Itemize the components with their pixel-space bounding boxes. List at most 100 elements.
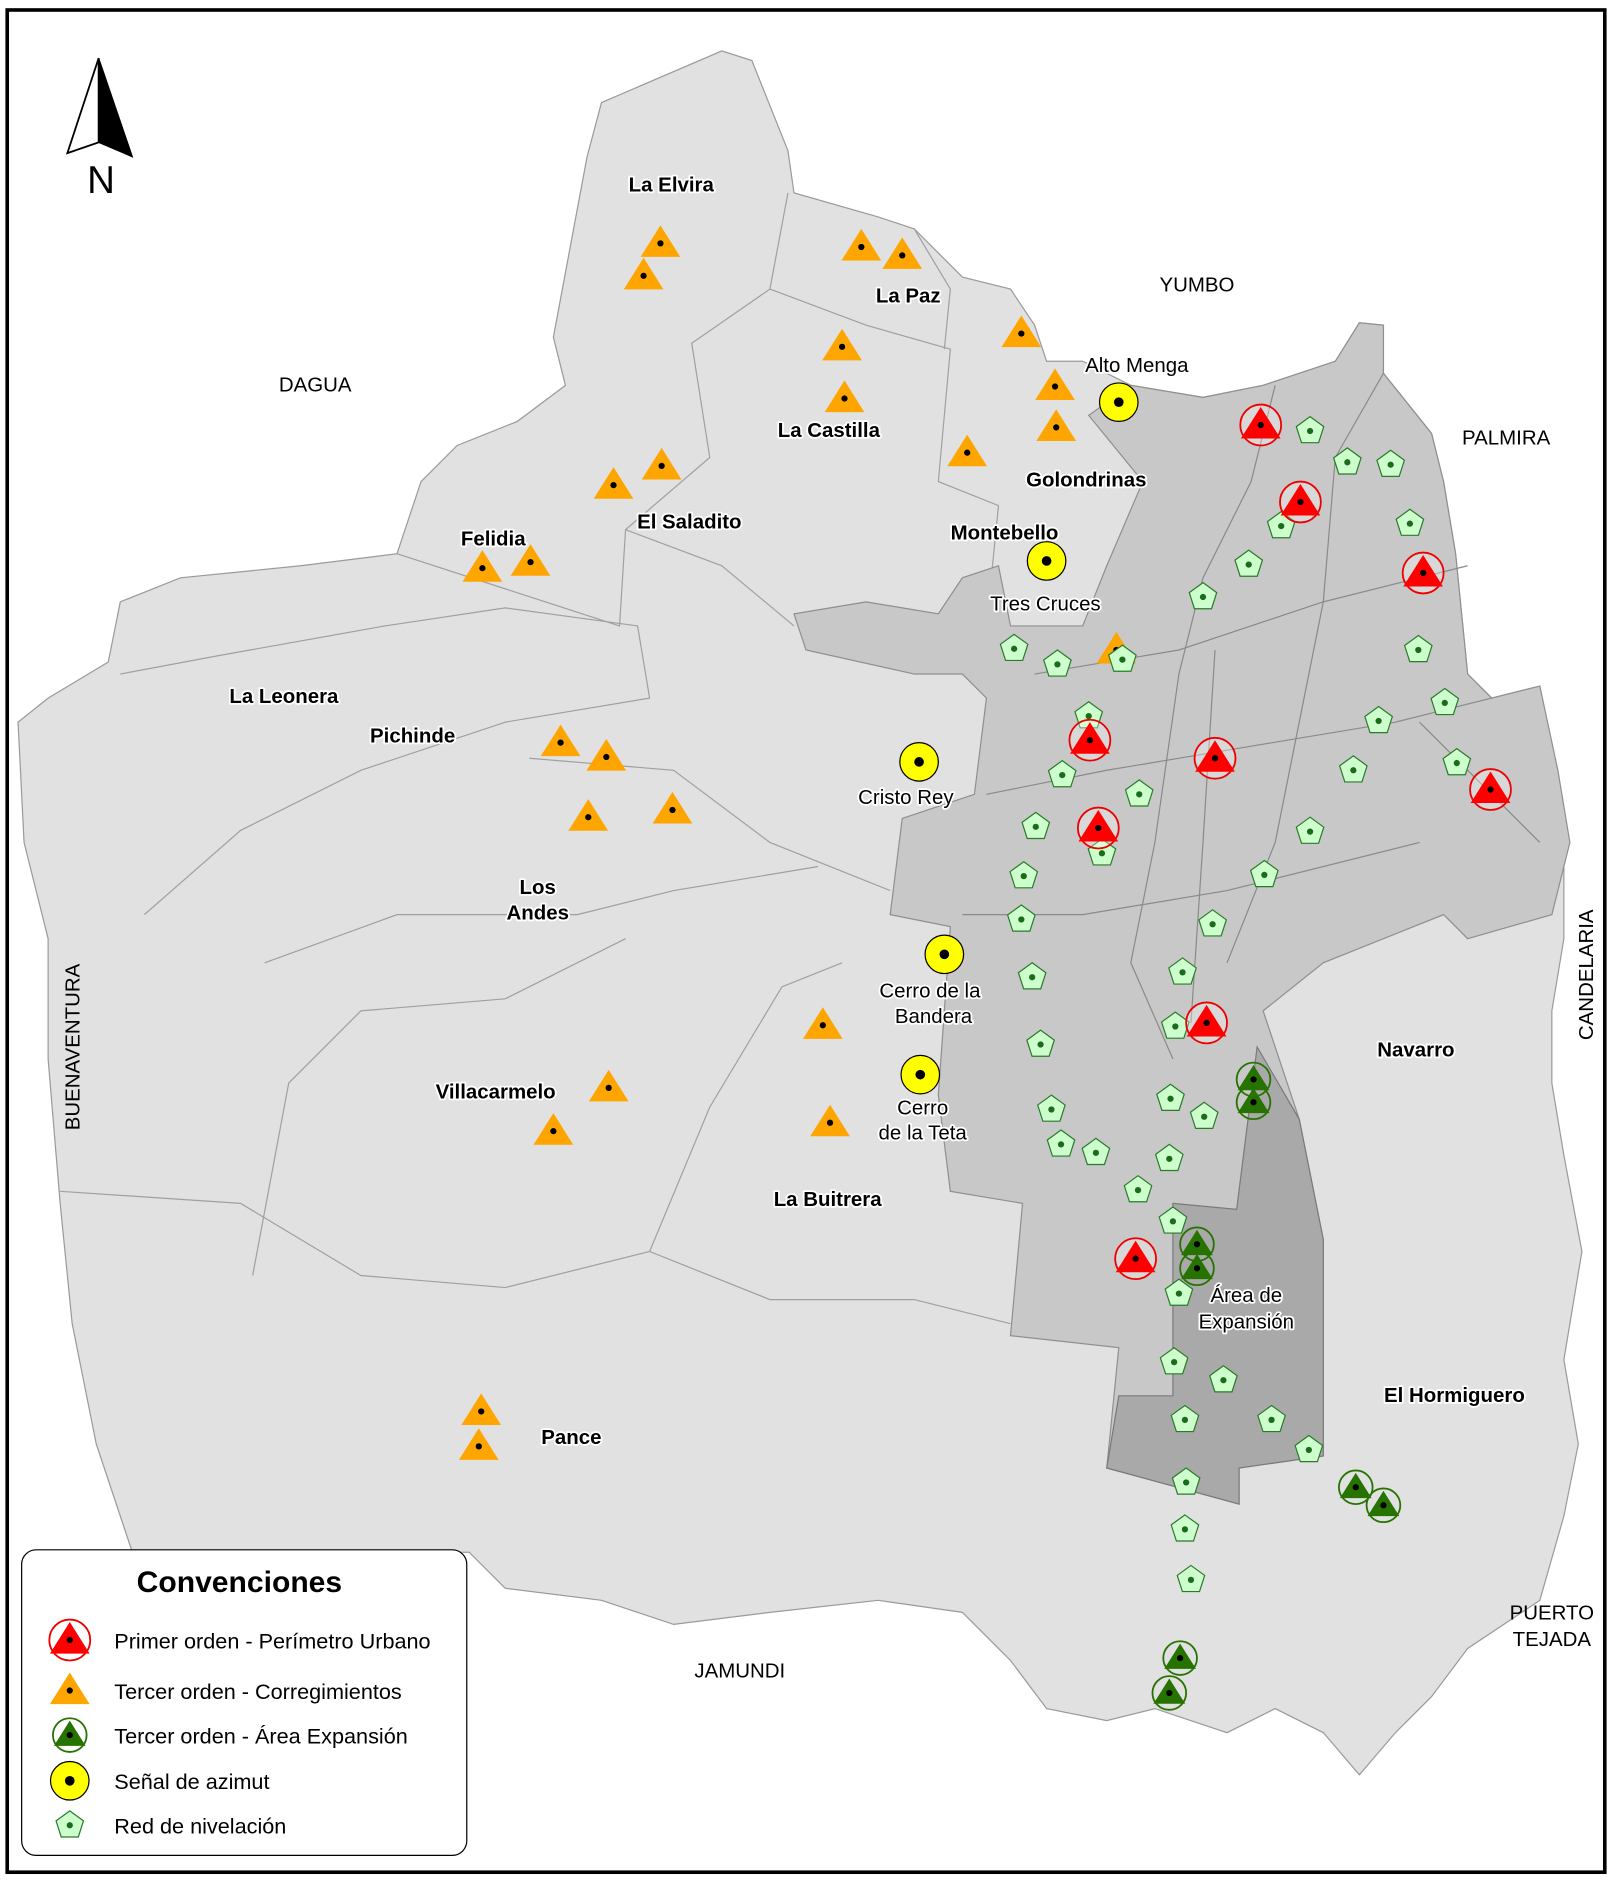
- nivelacion-marker: [1021, 811, 1051, 840]
- nivelacion-marker: [1081, 1137, 1111, 1166]
- nivelacion-marker: [1164, 1278, 1194, 1306]
- label-cristo-rey: Cristo Rey: [858, 786, 954, 809]
- label-la-buitrera: La Buitrera: [774, 1188, 883, 1211]
- label-cerro-bandera-1: Cerro de la: [879, 980, 981, 1003]
- label-navarro: Navarro: [1377, 1039, 1454, 1062]
- tercer-orden-expansion-marker: [1151, 1675, 1188, 1711]
- nivelacion-marker: [1009, 860, 1039, 889]
- primer-orden-marker: [1279, 480, 1322, 524]
- tercer-orden-corregimiento-marker: [810, 1104, 850, 1137]
- nivelacion-marker: [1170, 1514, 1200, 1542]
- nivelacion-marker: [1338, 755, 1368, 783]
- nivelacion-marker: [1171, 1467, 1201, 1495]
- nivelacion-marker: [1170, 1404, 1200, 1433]
- label-jamundi: JAMUNDI: [694, 1659, 785, 1682]
- legend-box: [21, 1549, 468, 1856]
- nivelacion-marker: [1159, 1346, 1189, 1375]
- tercer-orden-corregimiento-marker: [461, 1393, 502, 1426]
- tercer-orden-corregimiento-marker: [458, 1428, 499, 1460]
- tercer-orden-corregimiento-marker: [623, 257, 664, 290]
- legend: Convenciones Primer orden - Perímetro Ur…: [21, 1549, 468, 1856]
- pentagon-icon: [55, 1810, 85, 1838]
- legend-icons: [48, 1618, 92, 1838]
- label-la-paz: La Paz: [876, 284, 941, 307]
- nivelacion-marker: [1107, 644, 1137, 672]
- nivelacion-marker: [1047, 759, 1077, 788]
- nivelacion-marker: [1154, 1143, 1184, 1172]
- label-candelaria: CANDELARIA: [1575, 909, 1598, 1040]
- label-montebello: Montebello: [951, 521, 1059, 544]
- primer-orden-marker: [1401, 551, 1445, 595]
- label-puerto-tejada-1: PUERTO: [1510, 1602, 1594, 1625]
- north-arrow: N: [65, 57, 134, 202]
- nivelacion-marker: [1036, 1094, 1066, 1122]
- nivelacion-marker: [1043, 649, 1072, 677]
- nivelacion-marker: [1123, 1174, 1153, 1203]
- label-area-expansion-1: Área de: [1210, 1284, 1282, 1307]
- nivelacion-marker: [1209, 1365, 1238, 1393]
- label-cerro-teta-2: de la Teta: [879, 1122, 968, 1145]
- tercer-orden-corregimiento-marker: [540, 724, 581, 757]
- red-triangle-circle-icon: [48, 1618, 92, 1662]
- nivelacion-marker: [1158, 1206, 1188, 1234]
- tercer-orden-corregimiento-marker: [652, 791, 693, 824]
- label-la-elvira: La Elvira: [629, 174, 715, 197]
- legend-label-azimut: Señal de azimut: [114, 1769, 269, 1794]
- label-los-andes-2: Andes: [506, 901, 568, 924]
- nivelacion-marker: [1249, 859, 1279, 888]
- nivelacion-marker: [1234, 549, 1264, 577]
- tercer-orden-corregimiento-marker: [510, 544, 551, 576]
- tercer-orden-corregimiento-marker: [462, 550, 503, 582]
- nivelacion-marker: [1403, 634, 1433, 663]
- azimut-signal-marker: [1098, 382, 1139, 423]
- azimut-signal-marker: [924, 934, 965, 975]
- label-la-leonera: La Leonera: [229, 685, 339, 708]
- tercer-orden-corregimiento-marker: [1036, 409, 1077, 441]
- tercer-orden-corregimiento-marker: [641, 447, 682, 480]
- nivelacion-marker: [1376, 449, 1406, 477]
- tercer-orden-corregimiento-marker: [568, 799, 609, 831]
- place-labels: Alto Menga Tres Cruces Cristo Rey Cerro …: [856, 352, 1295, 1335]
- nivelacion-marker: [1046, 1129, 1076, 1157]
- corregimiento-boundaries: [60, 192, 1011, 1325]
- nivelacion-marker: [1430, 687, 1460, 716]
- nivelacion-marker: [1026, 1029, 1056, 1057]
- azimut-signal-marker: [900, 1054, 941, 1095]
- tercer-orden-corregimiento-marker: [533, 1113, 574, 1145]
- primer-orden-marker: [1193, 736, 1237, 780]
- tercer-orden-corregimiento-marker: [947, 434, 988, 467]
- legend-label-tercer-expansion: Tercer orden - Área Expansión: [114, 1723, 408, 1748]
- label-tres-cruces: Tres Cruces: [990, 592, 1101, 615]
- nivelacion-marker: [1188, 581, 1218, 610]
- legend-label-tercer-corregimientos: Tercer orden - Corregimientos: [114, 1679, 402, 1704]
- tercer-orden-corregimiento-marker: [882, 237, 923, 269]
- label-dagua: DAGUA: [279, 373, 352, 396]
- orange-triangle-icon: [49, 1672, 90, 1705]
- nivelacion-marker: [1442, 747, 1472, 776]
- tercer-orden-expansion-marker: [1179, 1250, 1215, 1287]
- label-area-expansion-2: Expansión: [1199, 1310, 1294, 1333]
- nivelacion-marker: [1395, 508, 1425, 536]
- north-arrow-right-icon: [98, 57, 134, 158]
- legend-label-nivelacion: Red de nivelación: [114, 1814, 286, 1839]
- label-palmira: PALMIRA: [1462, 426, 1551, 449]
- label-felidia: Felidia: [461, 527, 526, 550]
- nivelacion-marker: [1332, 447, 1362, 475]
- tercer-orden-corregimiento-marker: [586, 739, 627, 771]
- tercer-orden-corregimiento-marker: [593, 467, 634, 499]
- markers-layer: [458, 225, 1512, 1711]
- tercer-orden-corregimiento-marker: [824, 380, 865, 413]
- tercer-orden-corregimiento-marker: [841, 228, 882, 261]
- tercer-orden-expansion-marker: [1235, 1084, 1272, 1121]
- nivelacion-marker: [1189, 1101, 1219, 1130]
- tercer-orden-expansion-marker: [1338, 1469, 1374, 1506]
- primer-orden-marker: [1239, 403, 1283, 447]
- corregimiento-labels: La Elvira La Paz La Castilla Golondrinas…: [228, 172, 1527, 1451]
- legend-title: Convenciones: [137, 1566, 342, 1599]
- nivelacion-marker: [1198, 909, 1228, 937]
- label-el-hormiguero: El Hormiguero: [1384, 1384, 1525, 1407]
- label-la-castilla: La Castilla: [778, 419, 881, 442]
- nivelacion-marker: [1257, 1404, 1286, 1433]
- label-cerro-teta-1: Cerro: [897, 1096, 948, 1119]
